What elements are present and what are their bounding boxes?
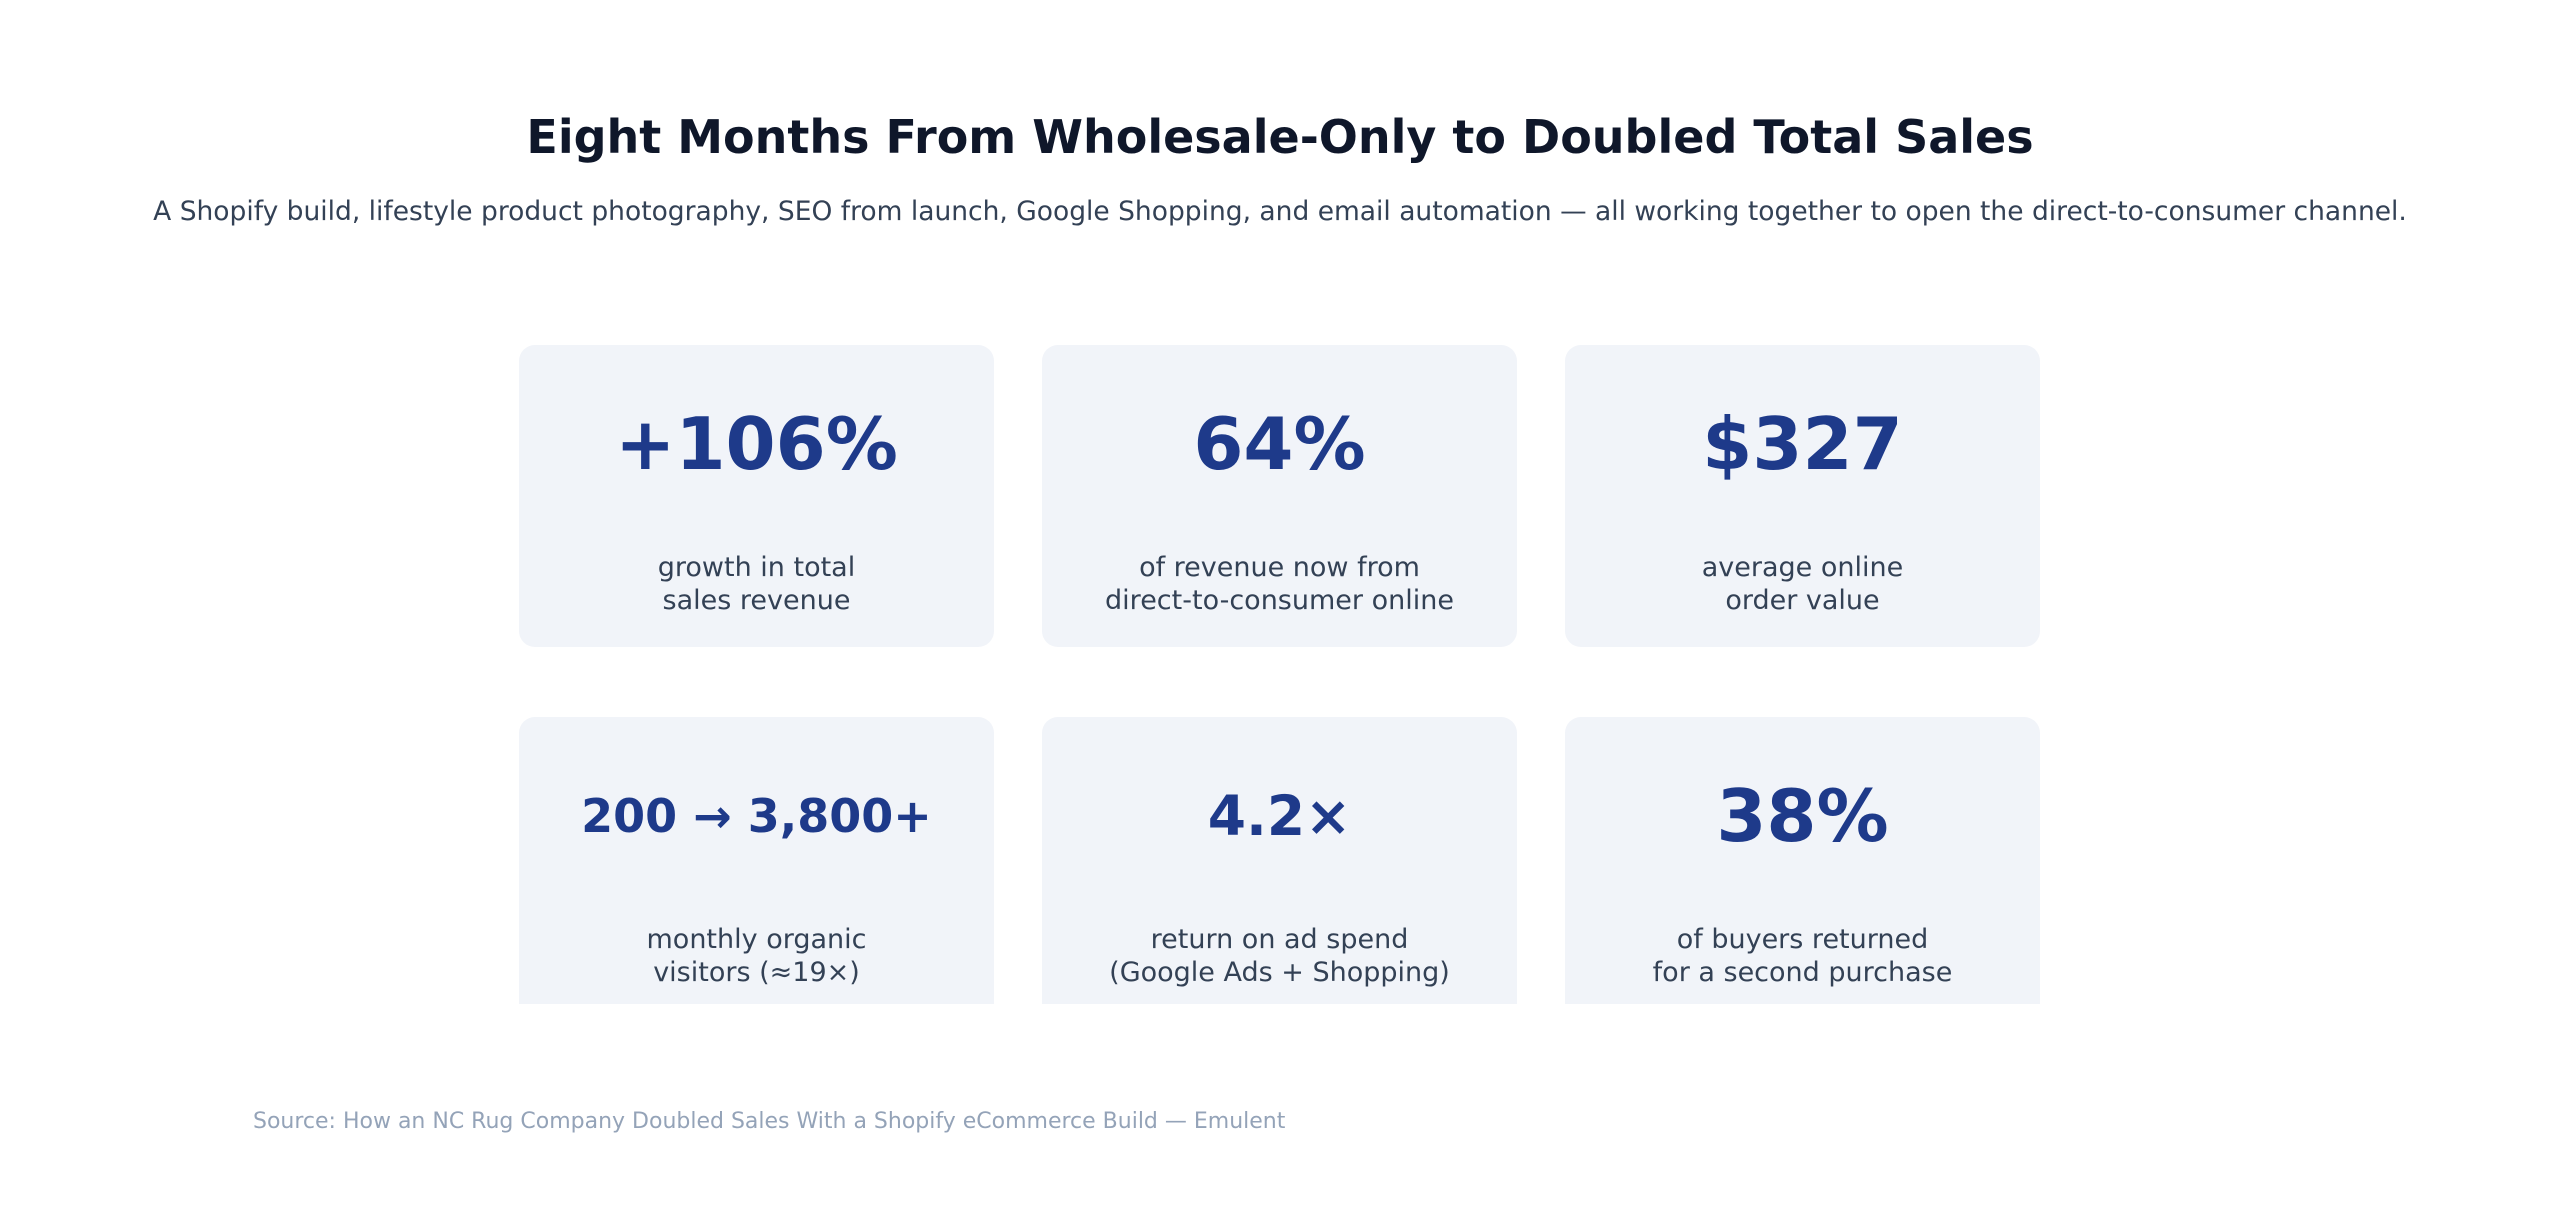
- stat-label-line: return on ad spend: [1150, 924, 1409, 955]
- stat-label: growth in total sales revenue: [519, 551, 994, 617]
- stat-value: +106%: [615, 402, 898, 486]
- stat-label-line: (Google Ads + Shopping): [1109, 957, 1450, 988]
- stat-label-line: of buyers returned: [1676, 924, 1929, 955]
- source: Source: How an NC Rug Company Doubled Sa…: [253, 1109, 1286, 1134]
- stat-value: 200 → 3,800+: [581, 789, 932, 843]
- stat-value: 38%: [1716, 774, 1889, 858]
- stat-value: $327: [1702, 402, 1903, 486]
- stat-value: 64%: [1193, 402, 1366, 486]
- stat-label-line: monthly organic: [646, 924, 867, 955]
- stat-label-line: growth in total: [657, 552, 856, 583]
- subtitle: A Shopify build, lifestyle product photo…: [153, 196, 2407, 227]
- stat-label: return on ad spend (Google Ads + Shopping…: [1042, 923, 1517, 989]
- stat-label-line: average online: [1701, 552, 1904, 583]
- stat-label: average online order value: [1565, 551, 2040, 617]
- stat-value: 4.2×: [1207, 783, 1352, 848]
- stat-card: +106% growth in total sales revenue: [519, 345, 994, 647]
- stat-card: 200 → 3,800+ monthly organic visitors (≈19…: [519, 717, 994, 1004]
- stat-label-line: sales revenue: [662, 585, 851, 616]
- stat-card: $327 average online order value: [1565, 345, 2040, 647]
- stat-label: of revenue now from direct-to-consumer on…: [1042, 551, 1517, 617]
- title: Eight Months From Wholesale-Only to Doub…: [526, 110, 2034, 164]
- stat-label-line: direct-to-consumer online: [1105, 585, 1454, 616]
- stat-label: monthly organic visitors (≈19×): [519, 923, 994, 989]
- stat-card: 38% of buyers returned for a second purcha…: [1565, 717, 2040, 1004]
- stat-label-line: of revenue now from: [1139, 552, 1420, 583]
- stat-label: of buyers returned for a second purchase: [1565, 923, 2040, 989]
- stat-card: 4.2× return on ad spend (Google Ads + Shop…: [1042, 717, 1517, 1004]
- stat-card: 64% of revenue now from direct-to-consumer…: [1042, 345, 1517, 647]
- stat-label-line: order value: [1725, 585, 1880, 616]
- stat-label-line: for a second purchase: [1652, 957, 1953, 988]
- stat-label-line: visitors (≈19×): [653, 957, 860, 988]
